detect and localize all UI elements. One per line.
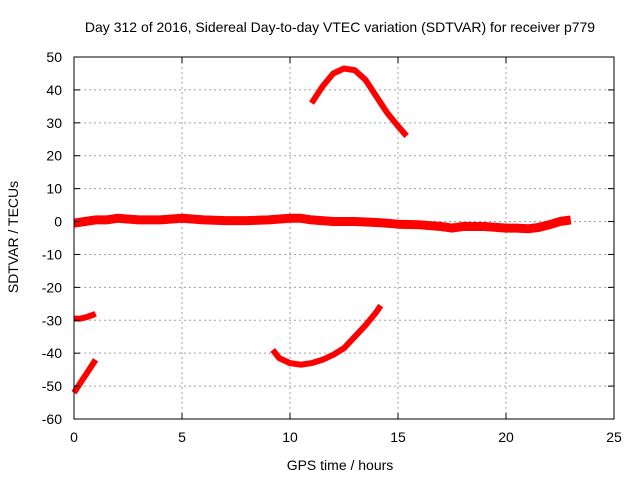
y-tick-label: 20 (46, 148, 62, 164)
series-line-4 (71, 358, 99, 395)
x-axis-label: GPS time / hours (287, 457, 394, 473)
x-tick-label: 15 (390, 429, 406, 445)
plot-frame (73, 56, 615, 420)
series-line-2 (270, 303, 384, 368)
grid (74, 57, 614, 419)
y-tick-label: 30 (46, 115, 62, 131)
chart-title: Day 312 of 2016, Sidereal Day-to-day VTE… (85, 19, 595, 35)
y-tick-label: -40 (42, 345, 62, 361)
y-axis-label: SDTVAR / TECUs (5, 181, 21, 293)
series-line-1 (309, 65, 409, 138)
ticks: 0 5 10 15 20 25 50 40 30 20 10 0 -10 -20 -30 -40 -50 -60 (42, 49, 622, 445)
x-tick-label: 10 (282, 429, 298, 445)
y-tick-label: -60 (42, 411, 62, 427)
y-tick-label: 0 (54, 214, 62, 230)
series-layer (71, 65, 572, 395)
x-tick-label: 20 (498, 429, 514, 445)
y-tick-label: -50 (42, 378, 62, 394)
series-line-0 (73, 213, 572, 234)
x-tick-label: 25 (606, 429, 622, 445)
x-tick-label: 5 (178, 429, 186, 445)
y-tick-label: 10 (46, 181, 62, 197)
y-tick-label: -10 (42, 246, 62, 262)
y-tick-label: 40 (46, 82, 62, 98)
y-tick-label: -30 (42, 312, 62, 328)
x-tick-label: 0 (70, 429, 78, 445)
y-tick-label: -20 (42, 279, 62, 295)
series-line-3 (74, 310, 97, 322)
y-tick-label: 50 (46, 49, 62, 65)
